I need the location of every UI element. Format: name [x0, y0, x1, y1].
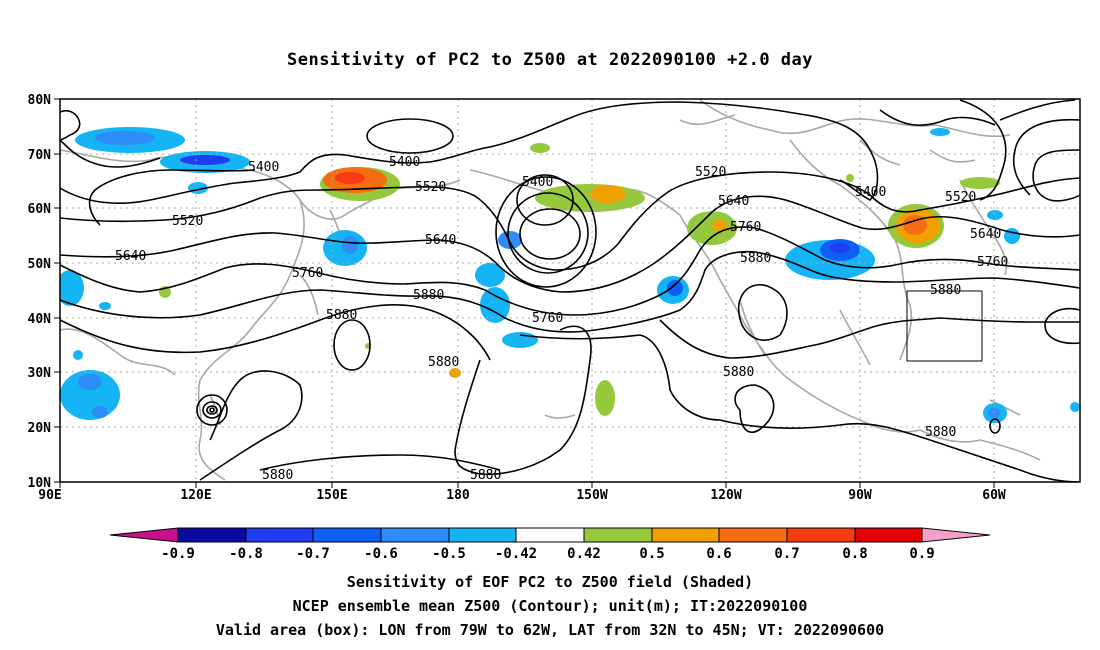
colorbar-swatch — [786, 527, 856, 543]
contour-label: 5400 — [389, 155, 420, 170]
contour-label: 5880 — [262, 468, 293, 483]
colorbar-swatch — [651, 527, 720, 543]
contour-label: 5520 — [415, 180, 446, 195]
colorbar-label: -0.8 — [229, 546, 263, 562]
contour-label: 5640 — [970, 227, 1001, 242]
lat-label: 20N — [28, 421, 52, 436]
lon-label: 150E — [316, 488, 347, 503]
colorbar-swatch — [515, 527, 585, 543]
lon-label: 90W — [848, 488, 872, 503]
colorbar-swatch — [245, 527, 314, 543]
colorbar-swatch — [854, 527, 923, 543]
lat-label: 30N — [28, 366, 52, 381]
lon-label: 120E — [180, 488, 211, 503]
contour-label: 5400 — [248, 160, 279, 175]
lat-label: 70N — [28, 148, 52, 163]
contour-label: 5760 — [532, 311, 563, 326]
contour-label: 5760 — [730, 220, 761, 235]
map-title: Sensitivity of PC2 to Z500 at 2022090100… — [286, 50, 813, 70]
contour-label: 5400 — [855, 185, 886, 200]
footer-contour-description: NCEP ensemble mean Z500 (Contour); unit(… — [292, 597, 808, 615]
contour-label: 5760 — [977, 255, 1008, 270]
lon-label: 90E — [38, 488, 61, 503]
contour-label: 5880 — [428, 355, 459, 370]
colorbar-label: -0.5 — [432, 546, 466, 562]
lon-label: 120W — [710, 488, 741, 503]
colorbar-label: 0.7 — [774, 546, 799, 562]
colorbar-label: -0.6 — [364, 546, 398, 562]
colorbar-label: 0.6 — [706, 546, 731, 562]
footer-valid-area-description: Valid area (box): LON from 79W to 62W, L… — [215, 621, 885, 639]
colorbar-swatch — [109, 527, 179, 543]
lon-label: 180 — [446, 488, 470, 503]
colorbar-swatch — [921, 527, 991, 543]
lon-label: 60W — [982, 488, 1006, 503]
longitude-labels: 90E 120E 150E 180 150W 120W 90W 60W — [38, 488, 1006, 503]
valid-area-box — [906, 290, 983, 362]
colorbar-swatch — [312, 527, 382, 543]
contour-label: 5880 — [413, 288, 444, 303]
lat-label: 50N — [28, 257, 52, 272]
sensitivity-shading — [60, 127, 1080, 423]
lat-label: 40N — [28, 312, 52, 327]
colorbar — [109, 527, 991, 543]
colorbar-label: -0.7 — [296, 546, 330, 562]
lat-label: 60N — [28, 202, 52, 217]
contour-label: 5640 — [425, 233, 456, 248]
latitude-labels: 80N 70N 60N 50N 40N 30N 20N 10N — [28, 93, 52, 491]
lat-label: 80N — [28, 93, 52, 108]
contour-label: 5880 — [326, 308, 357, 323]
colorbar-swatch — [583, 527, 653, 543]
contour-labels: 5400 5400 5400 5400 5520 5520 5520 5520 … — [115, 155, 1008, 483]
colorbar-swatch — [177, 527, 247, 543]
contour-label: 5880 — [740, 251, 771, 266]
axis-ticks — [54, 98, 995, 488]
colorbar-label: 0.42 — [567, 546, 601, 562]
footer-shaded-description: Sensitivity of EOF PC2 to Z500 field (Sh… — [346, 573, 754, 591]
lon-label: 150W — [576, 488, 607, 503]
contour-label: 5760 — [292, 266, 323, 281]
colorbar-label: -0.42 — [495, 546, 537, 562]
map-border — [59, 98, 1081, 483]
contour-label: 5520 — [172, 214, 203, 229]
contour-label: 5880 — [925, 425, 956, 440]
contour-label: 5640 — [718, 194, 749, 209]
colorbar-label: 0.9 — [909, 546, 934, 562]
colorbar-label: 0.8 — [842, 546, 867, 562]
colorbar-swatch — [718, 527, 788, 543]
colorbar-swatch — [448, 527, 517, 543]
colorbar-label: 0.5 — [639, 546, 664, 562]
lat-label: 10N — [28, 476, 52, 491]
contour-label: 5520 — [945, 190, 976, 205]
z500-contours — [60, 99, 1080, 482]
colorbar-label: -0.9 — [161, 546, 195, 562]
contour-label: 5880 — [470, 468, 501, 483]
colorbar-labels: -0.9 -0.8 -0.7 -0.6 -0.5 -0.42 0.42 0.5 … — [161, 546, 935, 562]
contour-label: 5400 — [522, 175, 553, 190]
colorbar-swatch — [380, 527, 450, 543]
contour-label: 5880 — [723, 365, 754, 380]
contour-label: 5640 — [115, 249, 146, 264]
contour-label: 5520 — [695, 165, 726, 180]
